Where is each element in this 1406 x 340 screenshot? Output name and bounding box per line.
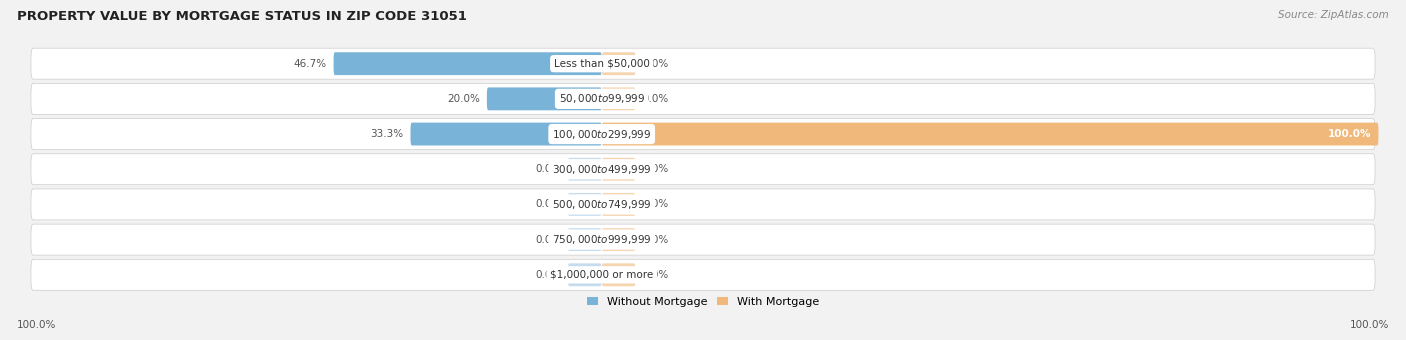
FancyBboxPatch shape: [602, 52, 636, 75]
FancyBboxPatch shape: [31, 48, 1375, 79]
FancyBboxPatch shape: [568, 228, 602, 251]
FancyBboxPatch shape: [31, 189, 1375, 220]
Text: 0.0%: 0.0%: [643, 235, 668, 244]
FancyBboxPatch shape: [602, 228, 636, 251]
FancyBboxPatch shape: [31, 154, 1375, 185]
Text: 0.0%: 0.0%: [643, 94, 668, 104]
Text: 0.0%: 0.0%: [534, 164, 561, 174]
Text: $300,000 to $499,999: $300,000 to $499,999: [553, 163, 651, 176]
Legend: Without Mortgage, With Mortgage: Without Mortgage, With Mortgage: [588, 297, 818, 307]
FancyBboxPatch shape: [568, 264, 602, 286]
FancyBboxPatch shape: [602, 193, 636, 216]
Text: $100,000 to $299,999: $100,000 to $299,999: [553, 128, 651, 140]
Text: Less than $50,000: Less than $50,000: [554, 59, 650, 69]
Text: 0.0%: 0.0%: [534, 235, 561, 244]
Text: PROPERTY VALUE BY MORTGAGE STATUS IN ZIP CODE 31051: PROPERTY VALUE BY MORTGAGE STATUS IN ZIP…: [17, 10, 467, 23]
FancyBboxPatch shape: [486, 87, 602, 110]
Text: 100.0%: 100.0%: [17, 320, 56, 330]
FancyBboxPatch shape: [333, 52, 602, 75]
Text: 0.0%: 0.0%: [534, 270, 561, 280]
Text: 0.0%: 0.0%: [643, 164, 668, 174]
FancyBboxPatch shape: [31, 83, 1375, 114]
Text: Source: ZipAtlas.com: Source: ZipAtlas.com: [1278, 10, 1389, 20]
Text: 20.0%: 20.0%: [447, 94, 479, 104]
Text: 100.0%: 100.0%: [1350, 320, 1389, 330]
FancyBboxPatch shape: [602, 158, 636, 181]
Text: 0.0%: 0.0%: [643, 270, 668, 280]
Text: $750,000 to $999,999: $750,000 to $999,999: [553, 233, 651, 246]
FancyBboxPatch shape: [31, 259, 1375, 290]
Text: 100.0%: 100.0%: [1329, 129, 1372, 139]
FancyBboxPatch shape: [411, 123, 602, 146]
FancyBboxPatch shape: [602, 264, 636, 286]
Text: 46.7%: 46.7%: [294, 59, 326, 69]
Text: 0.0%: 0.0%: [643, 59, 668, 69]
FancyBboxPatch shape: [568, 158, 602, 181]
FancyBboxPatch shape: [568, 193, 602, 216]
Text: $500,000 to $749,999: $500,000 to $749,999: [553, 198, 651, 211]
FancyBboxPatch shape: [602, 87, 636, 110]
Text: $1,000,000 or more: $1,000,000 or more: [550, 270, 654, 280]
FancyBboxPatch shape: [602, 123, 1378, 146]
Text: 33.3%: 33.3%: [371, 129, 404, 139]
Text: 0.0%: 0.0%: [643, 200, 668, 209]
Text: $50,000 to $99,999: $50,000 to $99,999: [558, 92, 645, 105]
Text: 0.0%: 0.0%: [534, 200, 561, 209]
FancyBboxPatch shape: [31, 119, 1375, 150]
FancyBboxPatch shape: [31, 224, 1375, 255]
